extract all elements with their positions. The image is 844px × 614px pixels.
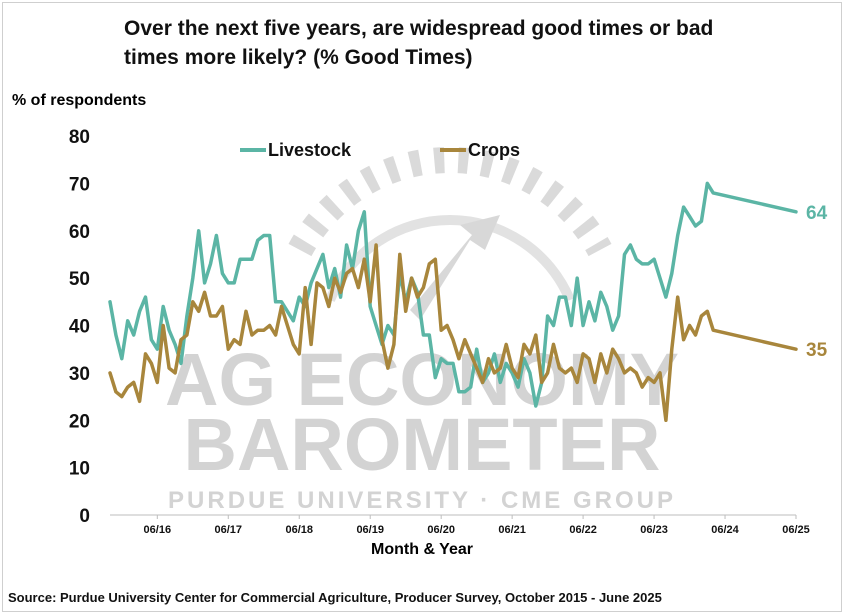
x-tick-label: 06/17: [215, 524, 243, 536]
y-axis: 0 10 20 30 40 50 60 70 80: [69, 127, 90, 527]
x-axis: 06/16 06/17 06/18 06/19 06/20 06/21 06/22 06/23…: [110, 514, 810, 536]
series-line-crops: [108, 243, 798, 423]
watermark-line3: PURDUE UNIVERSITY · CME GROUP: [168, 487, 676, 514]
y-tick-label: 80: [69, 127, 90, 148]
y-tick-label: 60: [69, 222, 90, 243]
end-label-crops: 35: [806, 340, 828, 361]
x-tick-label: 06/20: [427, 524, 455, 536]
y-tick-label: 20: [69, 411, 90, 432]
y-tick-label: 70: [69, 174, 90, 195]
x-tick-label: 06/22: [569, 524, 597, 536]
end-label-livestock: 64: [806, 203, 828, 224]
end-labels: 64 35: [806, 203, 828, 361]
y-tick-label: 40: [69, 317, 90, 338]
legend-label-livestock: Livestock: [268, 140, 352, 160]
x-tick-label: 06/18: [285, 524, 313, 536]
y-tick-label: 50: [69, 269, 90, 290]
x-tick-label: 06/16: [144, 524, 172, 536]
watermark-gauge-arc: [288, 147, 612, 257]
x-tick-label: 06/24: [711, 524, 739, 536]
x-axis-label: Month & Year: [371, 541, 473, 558]
watermark-arrow-icon: [410, 215, 500, 320]
source-note: Source: Purdue University Center for Com…: [8, 590, 662, 605]
x-tick-label: 06/23: [640, 524, 668, 536]
y-tick-label: 10: [69, 459, 90, 480]
legend-label-crops: Crops: [468, 140, 520, 160]
legend: Livestock Crops: [240, 140, 520, 160]
x-tick-label: 06/25: [782, 524, 810, 536]
x-tick-label: 06/21: [498, 524, 526, 536]
chart-title: Over the next five years, are widespread…: [124, 17, 714, 69]
series-layer: [108, 181, 798, 423]
y-axis-label: % of respondents: [12, 92, 147, 109]
watermark-line2: BAROMETER: [184, 403, 661, 486]
x-tick-label: 06/19: [356, 524, 384, 536]
y-tick-label: 0: [79, 506, 90, 527]
y-tick-label: 30: [69, 364, 90, 385]
